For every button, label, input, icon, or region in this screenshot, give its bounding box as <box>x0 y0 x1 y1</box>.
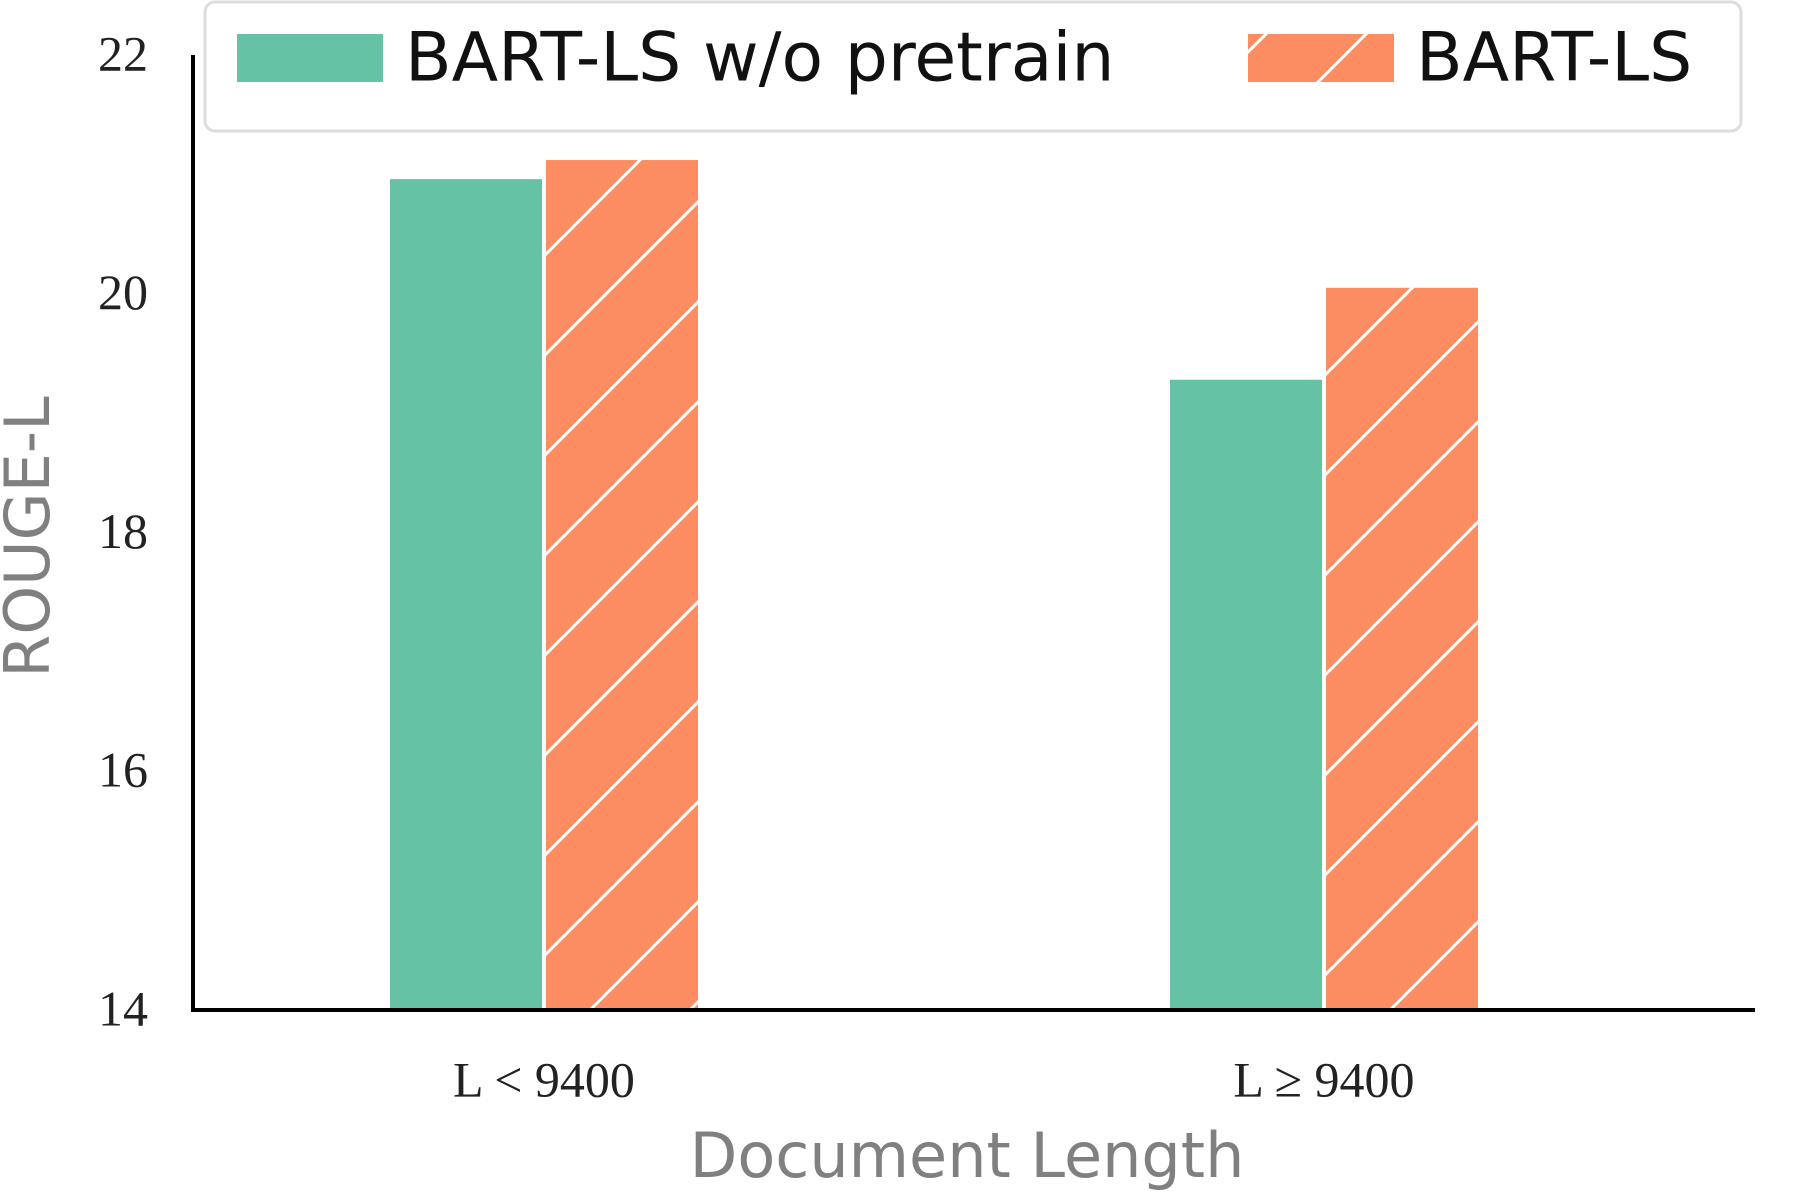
y-tick-label: 16 <box>98 742 148 798</box>
legend-swatch <box>1248 34 1394 82</box>
y-tick-label: 18 <box>98 503 148 559</box>
bar <box>546 160 698 1011</box>
legend-label: BART-LS <box>1416 19 1692 98</box>
bar <box>1170 379 1322 1010</box>
x-tick-label: L < 9400 <box>453 1051 635 1107</box>
y-tick-label: 14 <box>98 980 148 1036</box>
x-tick-label: L ≥ 9400 <box>1233 1051 1414 1107</box>
bar <box>1326 287 1478 1010</box>
legend-label: BART-LS w/o pretrain <box>405 19 1114 98</box>
y-tick-label: 22 <box>98 25 148 81</box>
legend-swatch <box>237 34 383 82</box>
y-tick-label: 20 <box>98 264 148 320</box>
x-axis-label: Document Length <box>690 1119 1245 1192</box>
y-axis-label: ROUGE-L <box>0 396 64 678</box>
bar <box>390 179 542 1010</box>
